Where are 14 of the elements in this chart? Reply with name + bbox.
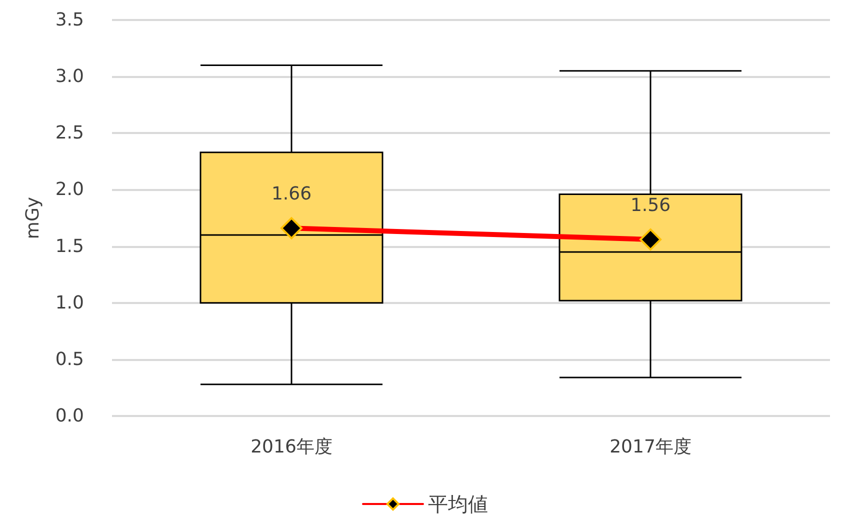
legend-label: 平均値 xyxy=(428,492,488,516)
data-label: 1.56 xyxy=(630,194,671,216)
y-tick-label: 2.0 xyxy=(55,179,84,200)
x-tick-label: 2017年度 xyxy=(610,436,692,458)
y-tick-label: 3.5 xyxy=(55,10,84,30)
y-tick-label: 1.0 xyxy=(55,292,84,314)
y-tick-label: 0.5 xyxy=(55,348,84,370)
y-tick-label: 1.5 xyxy=(55,236,84,257)
x-tick-label: 2016年度 xyxy=(250,436,332,458)
y-axis-title: mGy xyxy=(22,196,44,240)
y-tick-label: 0.0 xyxy=(55,406,84,426)
data-label: 1.66 xyxy=(271,184,312,205)
y-tick-label: 2.5 xyxy=(55,122,84,144)
y-tick-label: 3.0 xyxy=(55,66,84,88)
